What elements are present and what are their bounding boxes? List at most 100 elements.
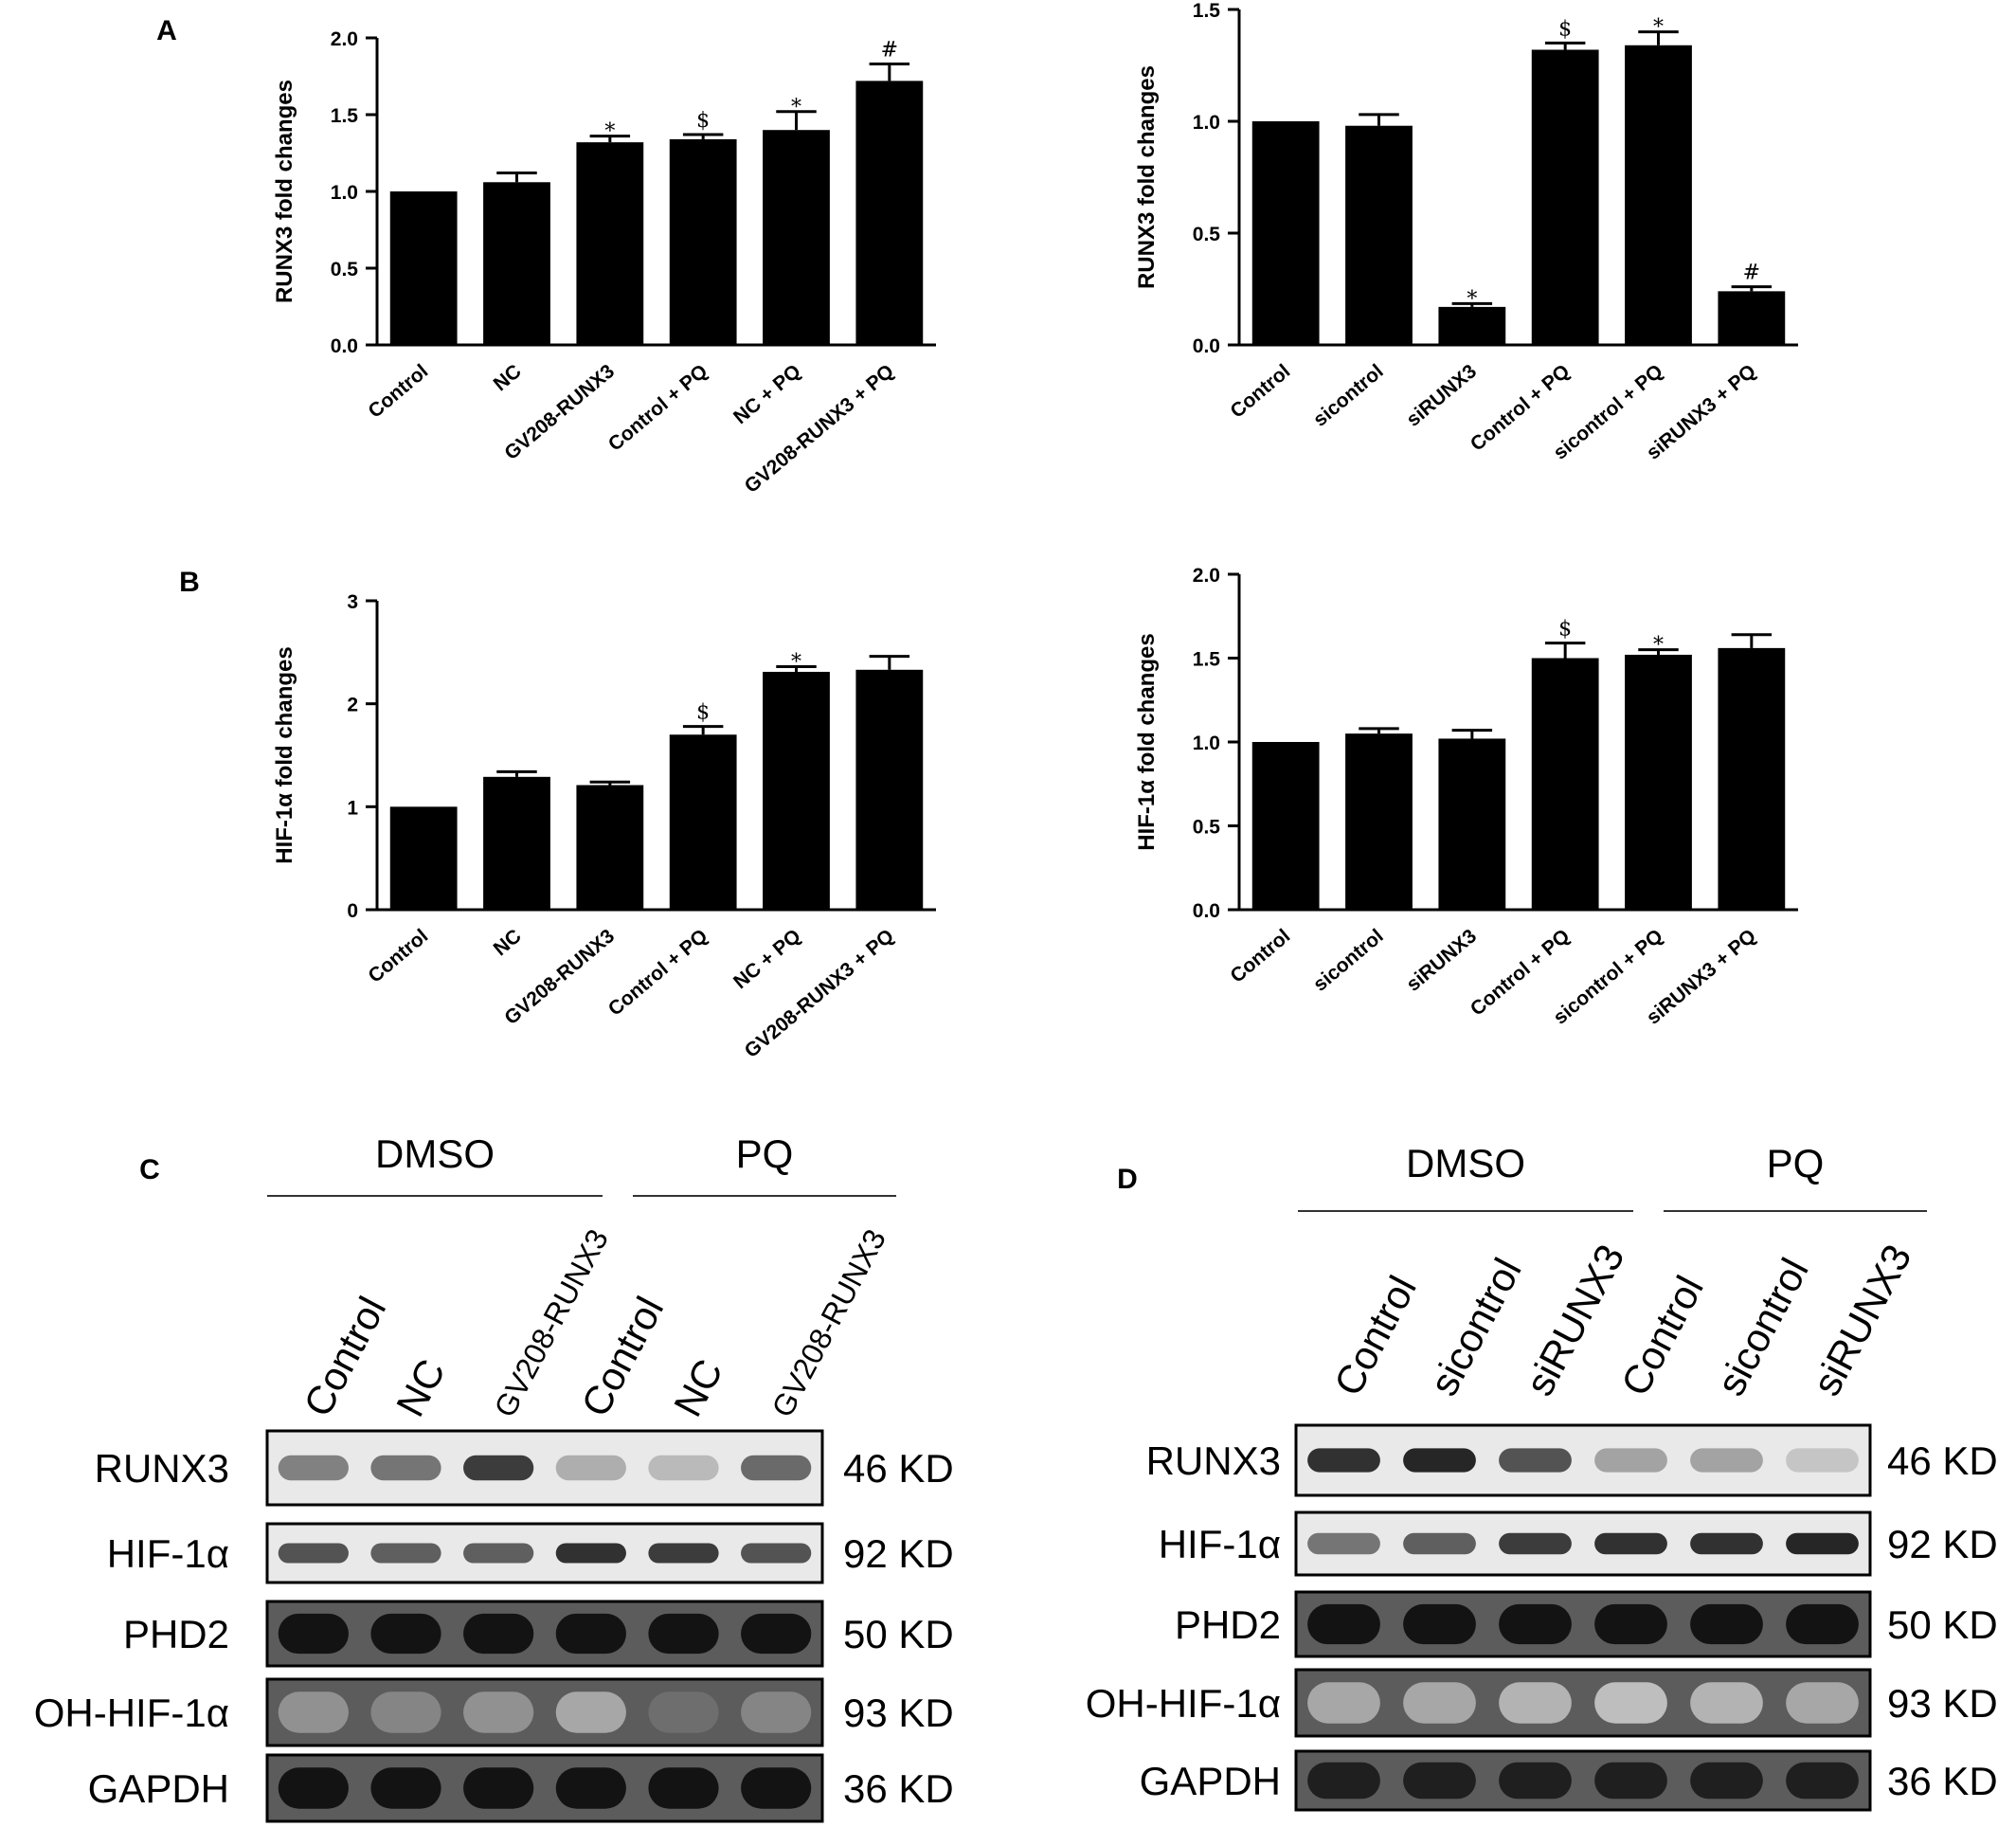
molecular-weight-label: 36 KD xyxy=(843,1766,954,1811)
bar xyxy=(389,191,458,345)
group-label: DMSO xyxy=(375,1131,495,1176)
blot-band xyxy=(1403,1682,1476,1724)
blot-band xyxy=(555,1455,626,1481)
blot-band xyxy=(1307,1532,1380,1555)
blot-band xyxy=(1786,1682,1859,1724)
blot-row: GAPDH 36 KD xyxy=(1140,1749,1998,1812)
blot-band xyxy=(1690,1762,1763,1800)
blot-band xyxy=(1403,1603,1476,1645)
bar xyxy=(1251,742,1320,910)
bar xyxy=(763,130,830,345)
protein-label: GAPDH xyxy=(88,1766,229,1811)
blot-band xyxy=(741,1691,812,1733)
y-tick-label: 3 xyxy=(347,591,358,613)
significance-marker: * xyxy=(604,120,615,144)
x-category-label: Control xyxy=(1226,360,1294,423)
bar-chart-4: 0.0 0.5 1.0 1.5 2.0 HIF-1α fold changes Contro… xyxy=(1134,565,1798,1029)
blot-row: OH-HIF-1α 93 KD xyxy=(34,1677,954,1747)
y-tick-label: 1.5 xyxy=(1193,649,1221,671)
y-tick-label: 2.0 xyxy=(331,28,358,50)
protein-label: RUNX3 xyxy=(95,1446,229,1491)
blot-band xyxy=(1786,1532,1859,1555)
blot-band xyxy=(278,1767,349,1809)
significance-marker: $ xyxy=(696,701,710,725)
blot-band xyxy=(1403,1532,1476,1555)
x-category-label: NC xyxy=(490,925,526,960)
molecular-weight-label: 46 KD xyxy=(1887,1438,1998,1483)
molecular-weight-label: 50 KD xyxy=(1887,1602,1998,1647)
panel-letter: A xyxy=(156,15,177,46)
x-category-label: Control xyxy=(1226,925,1294,987)
y-axis-title: RUNX3 fold changes xyxy=(1134,65,1160,289)
blot-band xyxy=(648,1767,719,1809)
blot-band xyxy=(463,1455,534,1481)
y-tick-label: 1 xyxy=(347,797,358,819)
blot-band xyxy=(1307,1762,1380,1800)
y-tick-label: 0.0 xyxy=(1193,335,1220,357)
blot-band xyxy=(1690,1448,1763,1473)
molecular-weight-label: 92 KD xyxy=(843,1531,954,1576)
blot-band xyxy=(555,1613,626,1655)
group-label: PQ xyxy=(736,1131,794,1176)
blot-frame xyxy=(265,1522,824,1584)
blot-band xyxy=(1307,1448,1380,1473)
bar xyxy=(1438,306,1506,345)
x-category-label: Control xyxy=(364,925,432,987)
significance-marker: # xyxy=(1743,262,1760,285)
blot-frame xyxy=(1294,1590,1872,1658)
bar xyxy=(483,182,550,345)
blot-frame xyxy=(265,1600,824,1668)
bar xyxy=(1251,121,1320,345)
blot-band xyxy=(1690,1532,1763,1555)
bar xyxy=(483,776,550,910)
blot-band xyxy=(370,1543,441,1564)
significance-marker: * xyxy=(1653,634,1664,658)
blot-band xyxy=(1499,1762,1572,1800)
blot-band xyxy=(1594,1448,1667,1473)
protein-label: PHD2 xyxy=(123,1612,229,1656)
bar xyxy=(855,81,924,346)
molecular-weight-label: 46 KD xyxy=(843,1446,954,1491)
western-blot-d: D DMSO PQControlsicontrolsiRUNX3Controlsic… xyxy=(1086,1141,1998,1812)
x-category-label: NC xyxy=(490,360,526,395)
protein-label: HIF-1α xyxy=(1159,1522,1281,1566)
blot-band xyxy=(370,1613,441,1655)
blot-band xyxy=(370,1767,441,1809)
blot-band xyxy=(463,1767,534,1809)
lane-label: Control xyxy=(1612,1269,1712,1403)
molecular-weight-label: 93 KD xyxy=(843,1691,954,1735)
y-tick-label: 0.0 xyxy=(331,335,358,357)
y-tick-label: 1.5 xyxy=(331,105,359,127)
blot-frame xyxy=(1294,1423,1872,1497)
molecular-weight-label: 93 KD xyxy=(1887,1681,1998,1726)
bar xyxy=(855,669,924,910)
blot-band xyxy=(278,1613,349,1655)
blot-row: PHD2 50 KD xyxy=(123,1600,954,1668)
panel-letter: B xyxy=(179,567,200,598)
blot-band xyxy=(278,1691,349,1733)
blot-band xyxy=(555,1767,626,1809)
blot-band xyxy=(1499,1603,1572,1645)
x-category-label: Control + PQ xyxy=(604,925,712,1020)
blot-band xyxy=(1786,1762,1859,1800)
blot-band xyxy=(1307,1682,1380,1724)
y-axis-title: HIF-1α fold changes xyxy=(272,646,297,863)
blot-frame xyxy=(265,1753,824,1823)
blot-band xyxy=(648,1691,719,1733)
molecular-weight-label: 50 KD xyxy=(843,1612,954,1656)
bar xyxy=(1345,733,1413,910)
x-category-label: NC + PQ xyxy=(729,360,805,428)
blot-band xyxy=(1499,1682,1572,1724)
y-tick-label: 1.5 xyxy=(1193,0,1221,22)
blot-row: GAPDH 36 KD xyxy=(88,1753,954,1823)
y-tick-label: 1.0 xyxy=(1193,112,1220,134)
blot-row: HIF-1α 92 KD xyxy=(1159,1510,1998,1577)
blot-row: RUNX3 46 KD xyxy=(1146,1423,1998,1497)
bar-charts: A 0.0 0.5 1.0 1.5 2.0 RUNX3 fold changes Contro… xyxy=(156,0,1798,1062)
blot-row: RUNX3 46 KD xyxy=(95,1429,954,1507)
y-tick-label: 0.5 xyxy=(1193,224,1221,245)
blot-band xyxy=(1786,1448,1859,1473)
blot-frame xyxy=(265,1429,824,1507)
significance-marker: $ xyxy=(696,109,710,133)
group-label: DMSO xyxy=(1406,1141,1525,1185)
